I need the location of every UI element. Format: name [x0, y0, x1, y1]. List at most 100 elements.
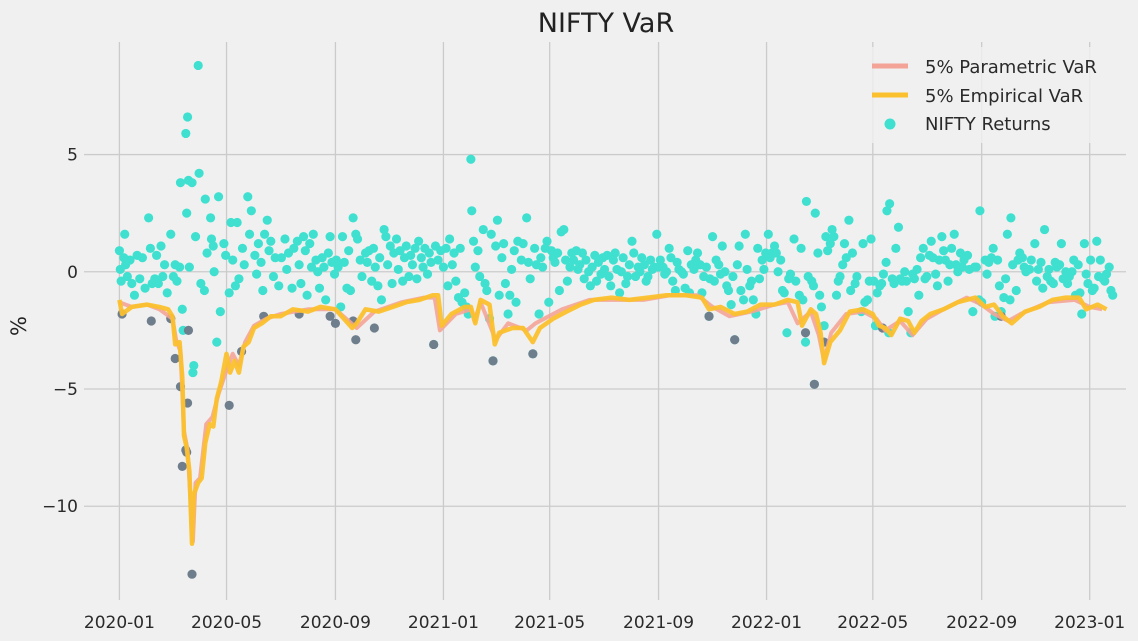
return-point: [827, 224, 837, 235]
return-point: [252, 269, 262, 279]
return-point: [383, 260, 393, 270]
return-point: [732, 260, 742, 270]
return-point: [801, 196, 812, 207]
return-point: [757, 255, 767, 265]
return-point: [1092, 236, 1102, 246]
return-point: [692, 248, 703, 258]
return-point: [215, 307, 225, 317]
return-point: [287, 283, 297, 293]
return-point: [709, 276, 719, 286]
return-point: [114, 246, 125, 256]
return-point: [872, 288, 882, 298]
return-point: [232, 217, 242, 228]
var-breach-point: [325, 311, 335, 321]
return-point: [798, 295, 808, 305]
return-point: [914, 290, 924, 300]
return-point: [1024, 264, 1035, 275]
return-point: [407, 260, 418, 270]
return-point: [156, 241, 166, 251]
return-point: [153, 278, 163, 289]
x-tick-label: 2022-09: [946, 613, 1017, 633]
return-point: [268, 271, 279, 282]
return-point: [536, 253, 546, 263]
return-point: [523, 257, 534, 267]
return-point: [348, 213, 358, 223]
return-point: [422, 269, 433, 279]
var-breach-point: [800, 328, 811, 338]
return-point: [244, 229, 255, 239]
return-point: [866, 234, 876, 244]
return-point: [579, 274, 589, 284]
return-point: [670, 285, 680, 296]
return-point: [329, 269, 340, 279]
return-point: [891, 243, 901, 253]
return-point: [447, 260, 457, 270]
return-point: [497, 253, 507, 263]
return-point: [537, 262, 548, 272]
return-point: [289, 243, 299, 253]
return-point: [466, 154, 476, 164]
return-point: [847, 248, 858, 258]
legend-swatch-returns: [884, 118, 896, 130]
return-point: [182, 112, 193, 122]
return-point: [243, 192, 253, 202]
return-point: [162, 288, 172, 298]
return-point: [256, 257, 266, 267]
return-point: [881, 257, 891, 267]
return-point: [971, 262, 981, 272]
return-point: [664, 243, 674, 253]
return-point: [368, 243, 379, 253]
return-point: [246, 206, 256, 216]
return-point: [486, 229, 496, 239]
return-point: [451, 276, 461, 286]
return-point: [939, 246, 949, 256]
return-point: [622, 271, 633, 282]
return-point: [785, 269, 796, 279]
return-point: [813, 248, 823, 258]
return-point: [424, 248, 434, 258]
x-tick-label: 2021-09: [623, 613, 694, 633]
return-point: [379, 224, 389, 235]
return-point: [127, 278, 137, 289]
return-point: [796, 243, 806, 253]
return-point: [470, 262, 480, 272]
return-point: [406, 250, 416, 260]
return-point: [418, 262, 428, 272]
return-point: [610, 248, 620, 258]
return-point: [599, 264, 610, 275]
return-point: [1075, 288, 1085, 298]
return-point: [769, 241, 780, 251]
return-point: [305, 239, 315, 249]
return-point: [302, 290, 312, 300]
return-point: [909, 274, 920, 284]
return-point: [264, 246, 274, 256]
return-point: [181, 128, 191, 139]
return-point: [144, 213, 154, 223]
return-point: [846, 285, 856, 296]
return-point: [773, 267, 783, 277]
return-point: [262, 215, 272, 225]
return-point: [177, 304, 187, 314]
return-point: [145, 243, 155, 253]
return-point: [844, 215, 854, 225]
return-point: [331, 255, 341, 265]
return-point: [1036, 257, 1046, 267]
return-point: [1000, 274, 1011, 284]
return-point: [319, 262, 329, 272]
var-breach-point: [177, 461, 187, 471]
return-point: [918, 243, 928, 253]
return-point: [188, 367, 198, 378]
return-point: [808, 281, 819, 291]
return-point: [819, 321, 829, 331]
var-breach-point: [183, 325, 194, 335]
return-point: [994, 281, 1005, 291]
y-axis-label: %: [7, 316, 31, 336]
return-point: [250, 250, 260, 260]
return-point: [800, 337, 811, 347]
return-point: [577, 248, 588, 258]
return-point: [829, 231, 839, 242]
var-breach-point: [369, 323, 379, 333]
return-point: [410, 243, 420, 253]
return-point: [1095, 255, 1105, 265]
return-point: [296, 278, 306, 289]
